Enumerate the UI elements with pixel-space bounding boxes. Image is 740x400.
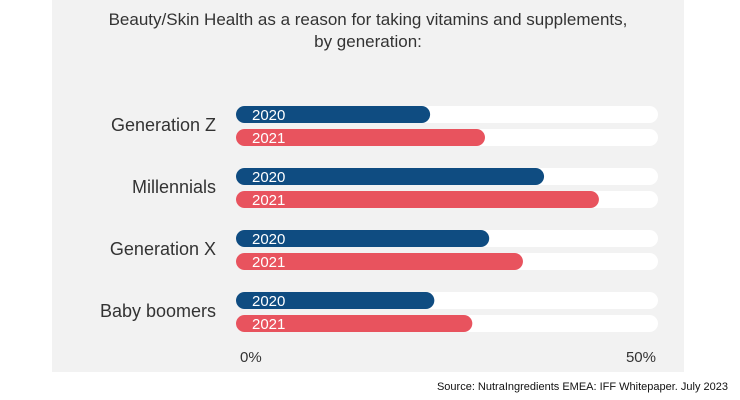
bar-millennials-2021 xyxy=(236,191,599,208)
chart-title-line-2: by generation: xyxy=(314,32,422,51)
bar-series-label-generation-z-2021: 2021 xyxy=(252,130,285,147)
bar-series-label-generation-x-2020: 2020 xyxy=(252,231,285,248)
category-label-millennials: Millennials xyxy=(132,177,216,197)
bar-series-label-baby-boomers-2021: 2021 xyxy=(252,316,285,333)
bar-series-label-millennials-2021: 2021 xyxy=(252,192,285,209)
bar-generation-x-2020 xyxy=(236,230,490,247)
bar-series-label-baby-boomers-2020: 2020 xyxy=(252,293,285,310)
bar-baby-boomers-2020 xyxy=(236,292,435,309)
x-tick-label-0: 0% xyxy=(240,349,262,366)
chart-background xyxy=(52,0,684,372)
category-label-baby-boomers: Baby boomers xyxy=(100,301,216,321)
bar-series-label-generation-z-2020: 2020 xyxy=(252,107,285,124)
bar-millennials-2020 xyxy=(236,168,545,185)
bar-generation-z-2021 xyxy=(236,129,485,146)
category-label-generation-z: Generation Z xyxy=(111,115,216,135)
bar-series-label-generation-x-2021: 2021 xyxy=(252,254,285,271)
bar-generation-x-2021 xyxy=(236,253,523,270)
category-label-generation-x: Generation X xyxy=(110,239,216,259)
bar-generation-z-2020 xyxy=(236,106,431,123)
bar-series-label-millennials-2020: 2020 xyxy=(252,169,285,186)
chart-title-line-1: Beauty/Skin Health as a reason for takin… xyxy=(108,10,628,29)
bar-baby-boomers-2021 xyxy=(236,315,473,332)
x-tick-label-50: 50% xyxy=(626,349,656,366)
chart-title: Beauty/Skin Health as a reason for takin… xyxy=(52,9,684,53)
source-note: Source: NutraIngredients EMEA: IFF White… xyxy=(436,381,728,393)
